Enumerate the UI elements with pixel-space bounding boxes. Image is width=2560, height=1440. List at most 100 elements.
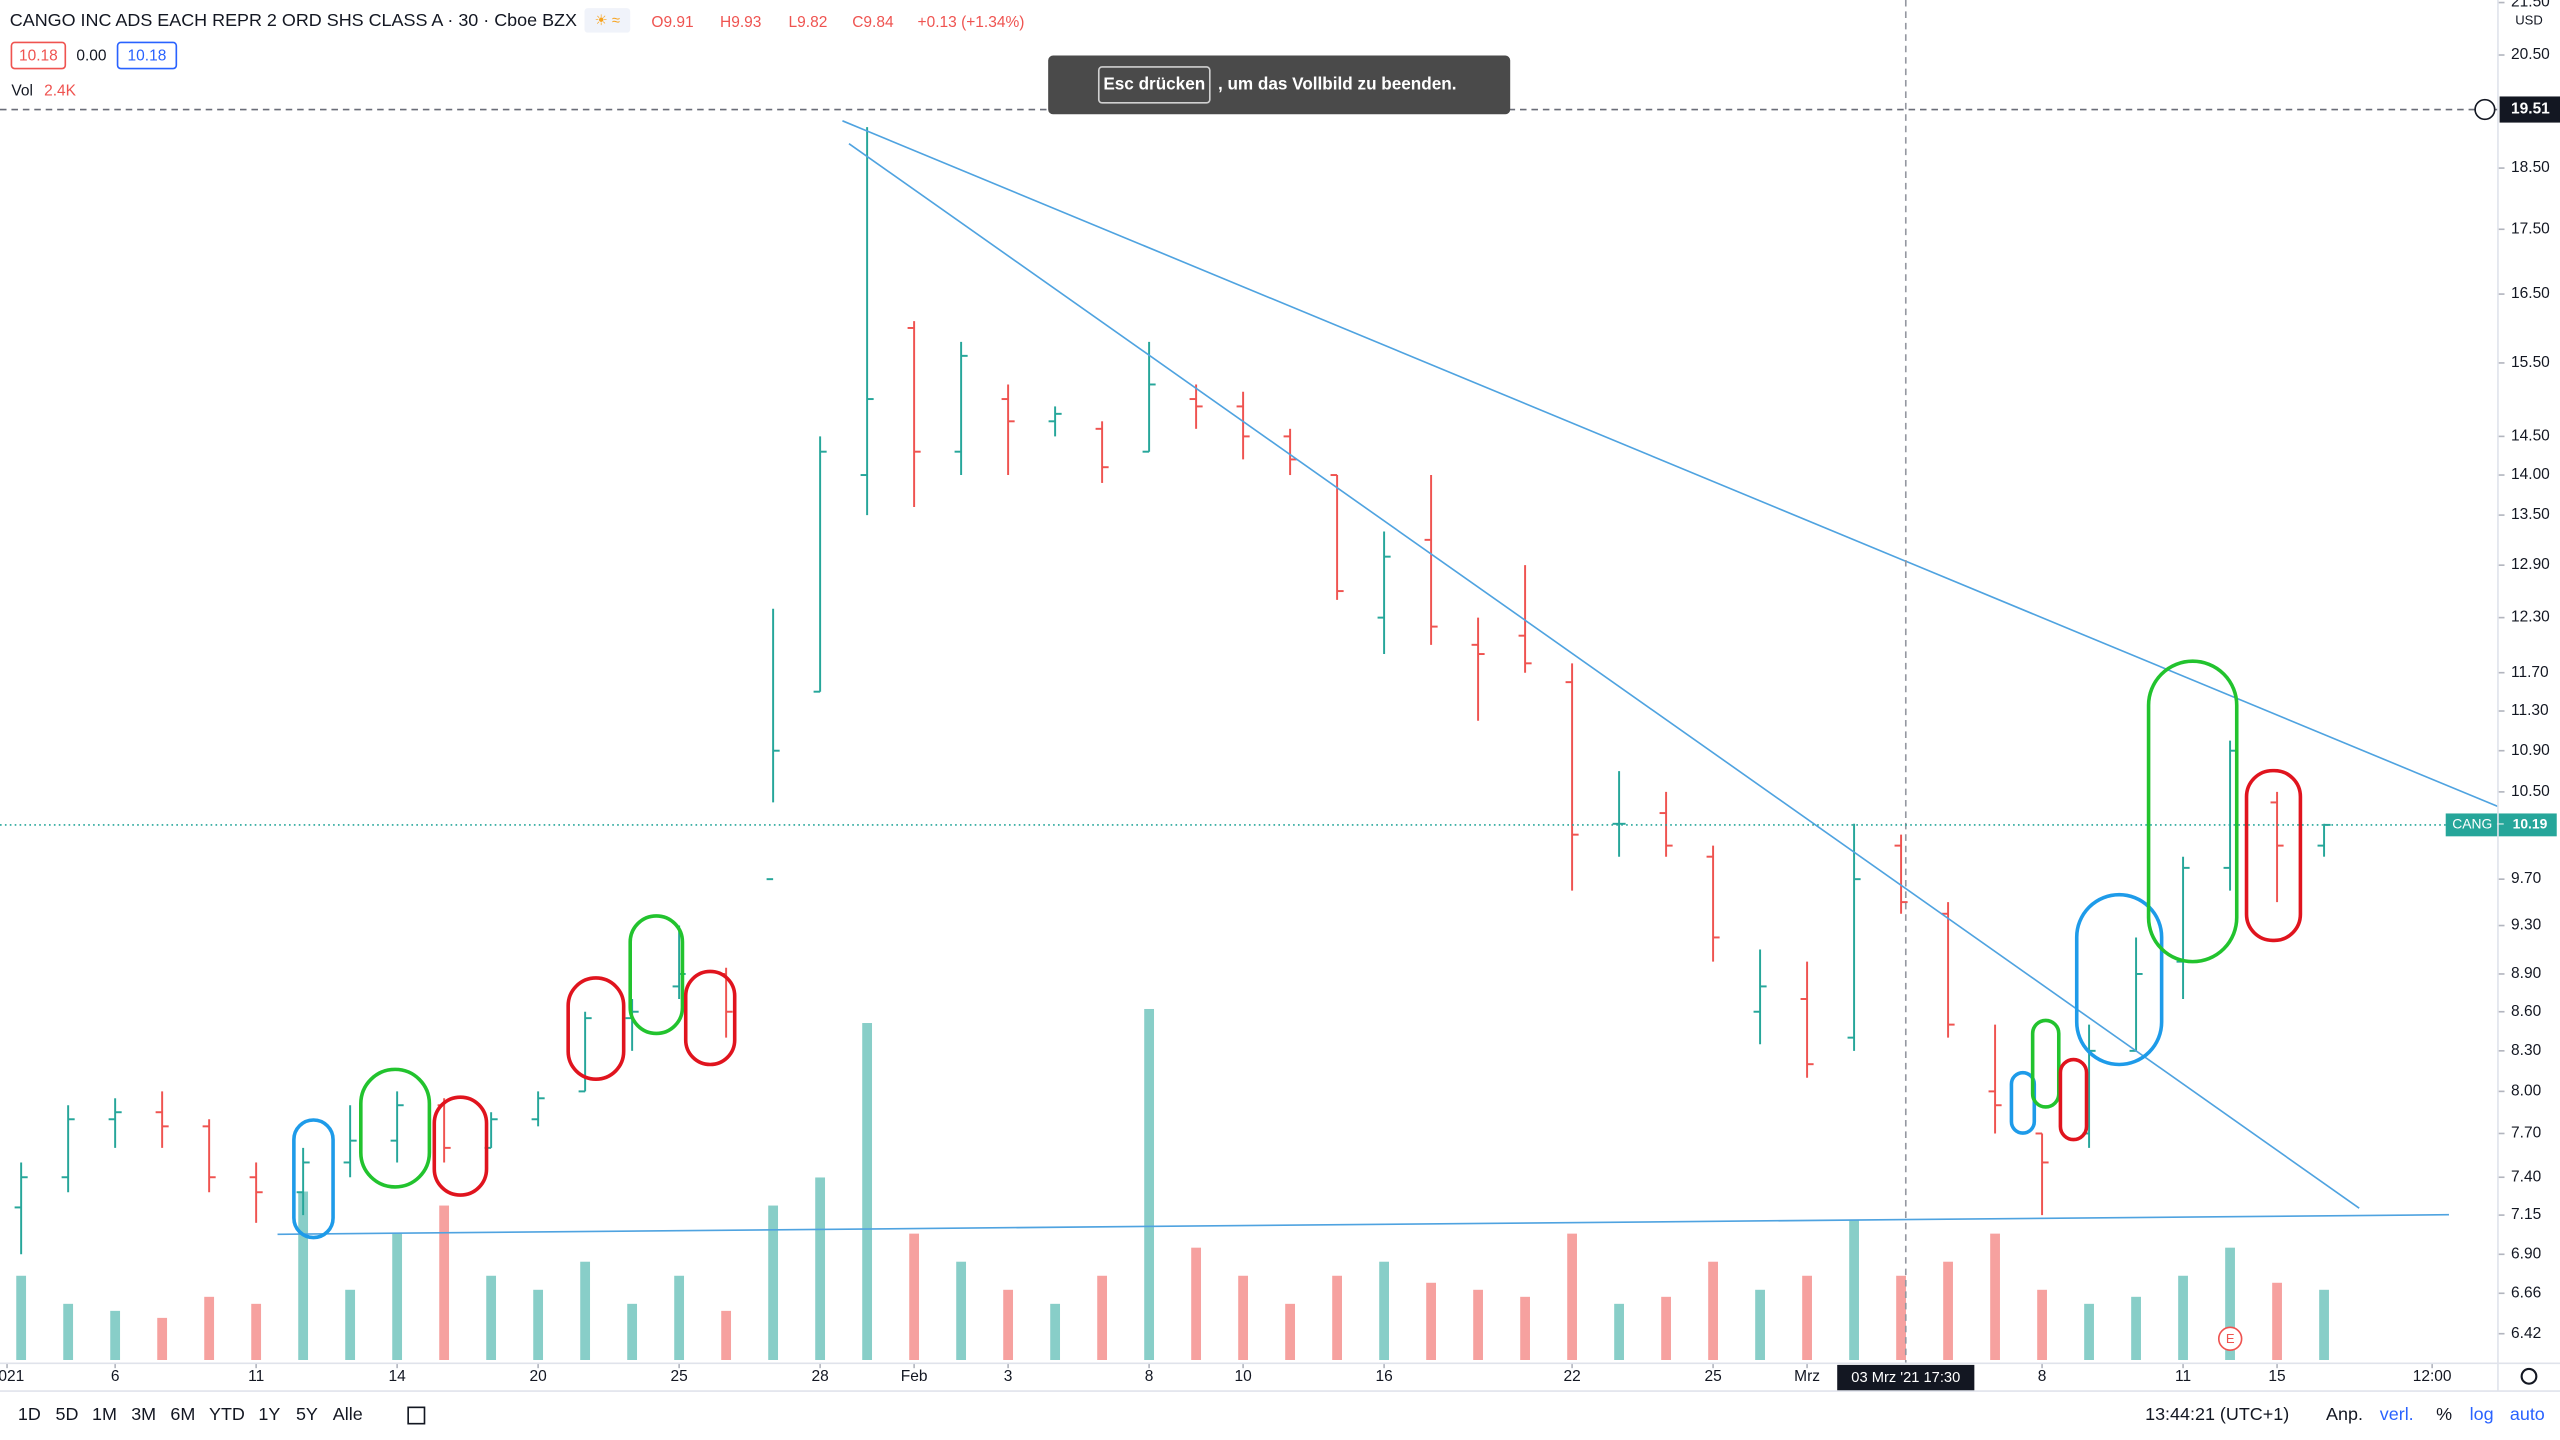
axis-option[interactable]: verl. <box>2380 1404 2414 1424</box>
x-tick-label: 8 <box>2038 1368 2047 1385</box>
range-button[interactable]: Alle <box>333 1404 363 1424</box>
axis-option[interactable]: auto <box>2510 1404 2545 1424</box>
y-tick-label: 6.42 <box>2511 1325 2541 1342</box>
volume-bar <box>1426 1282 1436 1360</box>
highlight-shapes <box>292 659 2303 1240</box>
volume-bar <box>251 1303 262 1360</box>
highlight-blue[interactable] <box>2074 892 2164 1067</box>
y-tick-label: 10.50 <box>2511 783 2550 800</box>
y-tick-label: 8.00 <box>2511 1082 2542 1099</box>
toast-key: Esc drücken <box>1103 73 1205 93</box>
y-tick-label: 8.30 <box>2511 1042 2542 1059</box>
high: H9.93 <box>720 14 761 31</box>
volume-bar <box>627 1303 638 1360</box>
crosshair-time: 03 Mrz '21 17:30 <box>1851 1370 1960 1386</box>
x-tick-label: 28 <box>811 1368 828 1385</box>
volume-bar <box>909 1233 920 1360</box>
y-tick-label: 11.30 <box>2511 702 2549 719</box>
volume-bar <box>1708 1261 1718 1360</box>
volume-bar <box>1473 1289 1483 1360</box>
drawings <box>277 120 2499 1236</box>
spread: 0.00 <box>76 47 107 64</box>
volume-bar <box>1238 1275 1249 1360</box>
volume-bar <box>298 1191 309 1360</box>
range-button[interactable]: 1M <box>92 1404 117 1424</box>
y-tick-label: 13.50 <box>2511 506 2550 523</box>
highlight-red[interactable] <box>683 969 737 1067</box>
volume-bar <box>768 1205 779 1360</box>
volume-bar <box>1802 1275 1812 1360</box>
y-tick-label: 17.50 <box>2511 220 2550 237</box>
volume-bar <box>1896 1275 1906 1360</box>
range-button[interactable]: 5D <box>55 1404 78 1424</box>
x-tick-label: 8 <box>1145 1368 1154 1385</box>
range-button[interactable]: YTD <box>209 1404 245 1424</box>
y-tick-label: 11.70 <box>2511 664 2549 681</box>
volume-bar <box>1191 1247 1202 1360</box>
volume-bar <box>2319 1289 2329 1360</box>
range-button[interactable]: 6M <box>170 1404 195 1424</box>
x-tick-label: 10 <box>1234 1368 1252 1385</box>
status-icons[interactable] <box>584 8 631 33</box>
currency-box[interactable] <box>2509 8 2549 33</box>
highlight-green[interactable] <box>359 1067 432 1189</box>
volume-bar <box>157 1317 168 1360</box>
volume-bar <box>1755 1289 1765 1360</box>
clock[interactable]: 13:44:21 (UTC+1) <box>2145 1404 2289 1424</box>
last-price-value: 10.19 <box>2513 816 2548 832</box>
change: +0.13 (+1.34%) <box>918 14 1025 31</box>
highlight-red[interactable] <box>566 976 626 1081</box>
volume-bar <box>1849 1219 1859 1360</box>
volume-bar <box>1990 1233 2000 1360</box>
range-button[interactable]: 3M <box>131 1404 156 1424</box>
highlight-red[interactable] <box>432 1095 489 1197</box>
highlight-green[interactable] <box>628 914 685 1036</box>
highlight-red[interactable] <box>2058 1057 2089 1142</box>
y-tick-label: 7.40 <box>2511 1168 2542 1185</box>
highlight-green[interactable] <box>2146 659 2239 964</box>
volume-bar <box>392 1233 403 1360</box>
y-tick-label: 18.50 <box>2511 159 2550 176</box>
y-tick-label: 6.90 <box>2511 1245 2542 1262</box>
volume-bar <box>1379 1261 1389 1360</box>
open: O9.91 <box>651 14 693 31</box>
y-tick-label: 20.50 <box>2511 46 2550 63</box>
axis-option[interactable]: % <box>2436 1404 2452 1424</box>
y-tick-label: 12.90 <box>2511 556 2550 573</box>
axis-option[interactable]: Anp. <box>2326 1404 2363 1424</box>
trend-line[interactable] <box>277 1213 2449 1236</box>
bid-box[interactable] <box>10 41 67 70</box>
settings-button[interactable] <box>2520 1367 2538 1385</box>
volume-bar <box>1614 1303 1624 1360</box>
ask-box[interactable] <box>116 41 178 70</box>
trend-line[interactable] <box>842 120 2499 808</box>
volume-bar <box>1661 1296 1671 1360</box>
trend-line[interactable] <box>848 143 2360 1209</box>
range-button[interactable]: 1D <box>18 1404 41 1424</box>
y-tick-label: 6.66 <box>2511 1284 2541 1301</box>
volume-bar <box>486 1275 497 1360</box>
x-tick-label: 16 <box>1375 1368 1392 1385</box>
range-button[interactable]: 1Y <box>258 1404 280 1424</box>
compare-icon[interactable] <box>407 1406 426 1425</box>
volume-bar <box>345 1289 356 1360</box>
volume-bar <box>2131 1296 2141 1360</box>
earnings-marker[interactable] <box>2217 1326 2243 1352</box>
axis-option[interactable]: log <box>2470 1404 2494 1424</box>
currency: USD <box>2515 13 2543 28</box>
crosshair-price-box <box>2499 96 2560 123</box>
x-tick-label: 6 <box>111 1368 120 1385</box>
highlight-red[interactable] <box>2244 768 2303 943</box>
range-button[interactable]: 5Y <box>296 1404 318 1424</box>
y-tick-label: 14.00 <box>2511 466 2550 483</box>
highlight-green[interactable] <box>2030 1018 2061 1109</box>
add-alert-button[interactable] <box>2474 98 2496 121</box>
fullscreen-toast <box>1048 55 1511 115</box>
volume-bar <box>204 1296 215 1360</box>
x-tick-label: 3 <box>1004 1368 1013 1385</box>
symbol-title[interactable]: CANGO INC ADS EACH REPR 2 ORD SHS CLASS … <box>10 10 577 30</box>
x-tick-label: 11 <box>2175 1368 2191 1385</box>
highlight-blue[interactable] <box>292 1118 335 1240</box>
